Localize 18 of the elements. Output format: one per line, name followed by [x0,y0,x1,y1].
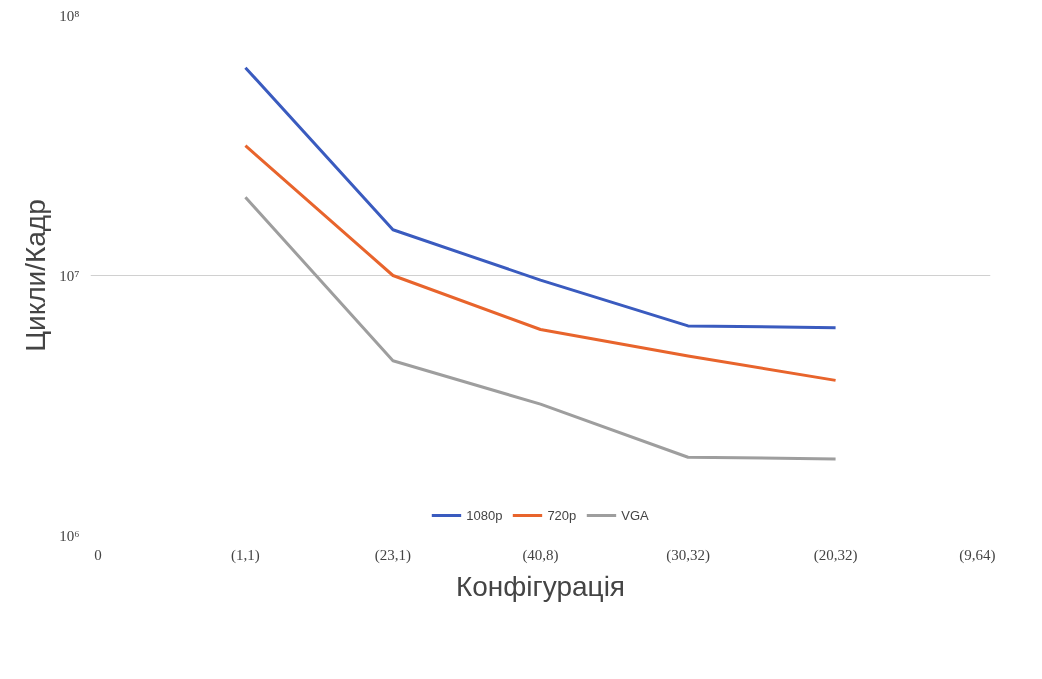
y-axis-title: Цикли/Кадр [20,199,52,352]
x-tick-label: (20,32) [813,546,858,564]
x-tick-label: (23,1) [374,546,412,564]
x-axis-title: Конфігурація [455,570,626,602]
line-series [243,144,838,382]
y-tick-label: 10⁷ [59,267,80,284]
y-tick-label: 10⁶ [59,527,80,544]
x-tick-label: (9,64) [959,546,996,564]
line-series [243,66,838,330]
x-tick-label: (30,32) [666,546,710,564]
x-tick-label: (1,1) [231,546,260,564]
legend-label: VGA [621,507,649,523]
x-tick-label: (40,8) [522,546,559,564]
legend-label: 720p [547,507,577,523]
line-series [243,195,838,461]
x-tick-label: 0 [94,546,102,563]
y-tick-label: 10⁸ [59,7,80,24]
legend-label: 1080p [466,507,503,523]
